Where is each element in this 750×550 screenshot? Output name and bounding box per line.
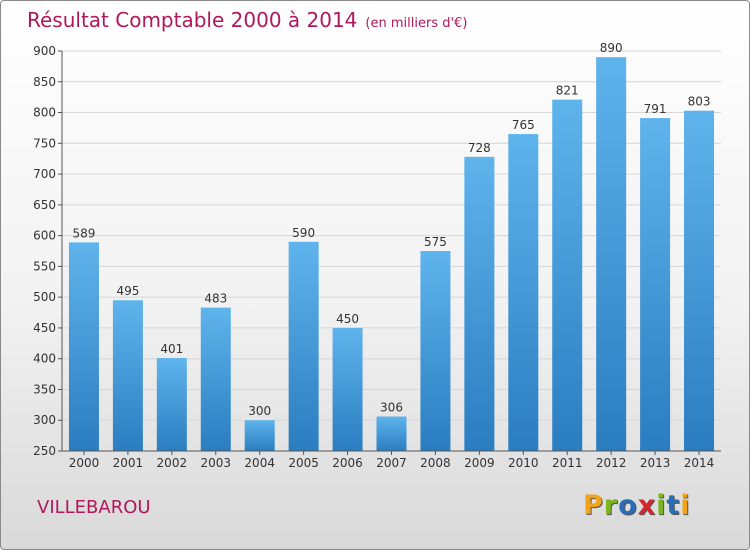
bar-2002 <box>156 358 187 451</box>
data-label-2013: 791 <box>644 102 667 116</box>
y-tick-label: 400 <box>33 352 56 366</box>
y-tick-label: 500 <box>33 290 56 304</box>
data-label-2010: 765 <box>512 118 535 132</box>
y-tick-label: 450 <box>33 321 56 335</box>
bars <box>68 57 715 452</box>
bar-2000 <box>68 242 99 451</box>
bar-2005 <box>288 241 319 451</box>
x-tick-label-2007: 2007 <box>376 456 407 470</box>
x-tick-label-2005: 2005 <box>288 456 319 470</box>
y-axis-ticks: 250 300 350 400 450 500 550 600 650 700 750 800 850 9… <box>33 44 62 458</box>
y-tick-label: 600 <box>33 229 56 243</box>
data-label-2002: 401 <box>160 342 183 356</box>
x-tick-label-2001: 2001 <box>113 456 144 470</box>
logo-letter: P <box>583 490 604 521</box>
data-label-2007: 306 <box>380 401 403 415</box>
x-axis-ticks: 2000 2001 2002 2003 2004 2005 2006 2007 2008 2009… <box>69 451 715 470</box>
y-tick-label: 700 <box>33 167 56 181</box>
logo-letter: t <box>666 490 681 521</box>
data-labels: 589 495 401 483 300 590 450 306 575 728 765 821 890 7… <box>73 41 711 418</box>
y-tick-label: 550 <box>33 259 56 273</box>
bar-2009 <box>464 156 495 451</box>
bar-2006 <box>332 327 363 451</box>
x-tick-label-2004: 2004 <box>244 456 275 470</box>
logo-letter: i <box>680 490 691 521</box>
y-tick-label: 350 <box>33 382 56 396</box>
chart-title-text: Résultat Comptable 2000 à 2014 <box>27 8 358 32</box>
x-tick-label-2000: 2000 <box>69 456 100 470</box>
x-tick-label-2002: 2002 <box>157 456 188 470</box>
x-tick-label-2006: 2006 <box>332 456 363 470</box>
data-label-2012: 890 <box>600 41 623 55</box>
data-label-2000: 589 <box>73 226 96 240</box>
y-tick-label: 300 <box>33 413 56 427</box>
data-label-2004: 300 <box>248 404 271 418</box>
y-tick-label: 900 <box>33 44 56 58</box>
bar-2012 <box>596 57 627 452</box>
bar-2008 <box>420 251 451 451</box>
location-name: VILLEBAROU <box>37 497 151 518</box>
bar-2007 <box>376 416 407 451</box>
data-label-2005: 590 <box>292 226 315 240</box>
proxiti-logo: Proxiti <box>583 490 691 521</box>
x-tick-label-2014: 2014 <box>684 456 715 470</box>
bar-2011 <box>552 99 583 451</box>
logo-letter: o <box>618 490 638 521</box>
bar-2004 <box>244 420 275 451</box>
y-tick-label: 800 <box>33 106 56 120</box>
y-tick-label: 650 <box>33 198 56 212</box>
bar-2014 <box>684 110 715 451</box>
data-label-2001: 495 <box>116 284 139 298</box>
x-tick-label-2010: 2010 <box>508 456 539 470</box>
bar-2010 <box>508 134 539 452</box>
chart-title: Résultat Comptable 2000 à 2014 (en millie… <box>27 8 467 32</box>
logo-letter: i <box>656 490 667 521</box>
data-label-2006: 450 <box>336 312 359 326</box>
data-label-2009: 728 <box>468 141 491 155</box>
chart-subtitle: (en milliers d'€) <box>365 16 468 31</box>
x-tick-label-2003: 2003 <box>200 456 231 470</box>
data-label-2008: 575 <box>424 235 447 249</box>
logo-letter: r <box>603 490 619 521</box>
data-label-2003: 483 <box>204 292 227 306</box>
y-tick-label: 750 <box>33 136 56 150</box>
x-tick-label-2011: 2011 <box>552 456 583 470</box>
x-tick-label-2008: 2008 <box>420 456 451 470</box>
bar-2001 <box>112 300 143 451</box>
y-tick-label: 850 <box>33 75 56 89</box>
x-tick-label-2012: 2012 <box>596 456 627 470</box>
logo-letter: x <box>637 490 657 521</box>
data-label-2011: 821 <box>556 84 579 98</box>
y-tick-label: 250 <box>33 444 56 458</box>
x-tick-label-2009: 2009 <box>464 456 495 470</box>
data-label-2014: 803 <box>688 95 711 109</box>
x-tick-label-2013: 2013 <box>640 456 671 470</box>
bar-2003 <box>200 307 231 451</box>
bar-2013 <box>640 118 671 452</box>
